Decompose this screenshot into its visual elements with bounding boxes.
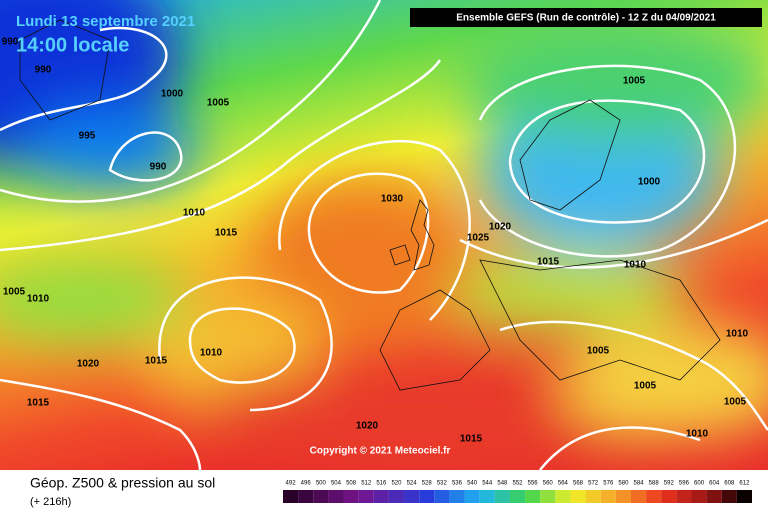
isobar-label: 1005 (724, 397, 747, 408)
scale-label: 584 (634, 481, 645, 487)
scale-label: 608 (724, 481, 735, 487)
isobar-label: 1015 (460, 434, 483, 445)
scale-swatch (509, 490, 526, 503)
scale-swatch (494, 490, 510, 503)
scale-label: 536 (452, 481, 463, 487)
run-info: Ensemble GEFS (Run de contrôle) - 12 Z d… (456, 13, 716, 24)
scale-label: 604 (709, 481, 720, 487)
scale-swatch (721, 490, 737, 503)
scale-swatch (691, 490, 707, 503)
isobar-label: 1015 (145, 356, 168, 367)
scale-swatch (298, 490, 314, 503)
scale-label: 504 (331, 481, 342, 487)
scale-swatch (570, 490, 586, 503)
isobar-label: 1005 (623, 76, 646, 87)
scale-swatch (706, 490, 722, 503)
scale-label: 568 (573, 481, 584, 487)
isobar-label: 1010 (27, 294, 50, 305)
scale-swatch (419, 490, 435, 503)
scale-swatch (525, 490, 541, 503)
scale-label: 588 (649, 481, 660, 487)
isobar-label: 1020 (356, 421, 379, 432)
isobar-label: 995 (79, 131, 96, 142)
scale-swatch (600, 490, 616, 503)
scale-swatch (540, 490, 556, 503)
scale-label: 516 (376, 481, 387, 487)
scale-label: 600 (694, 481, 705, 487)
scale-swatch (373, 490, 389, 503)
scale-label: 548 (497, 481, 508, 487)
scale-swatch (328, 490, 344, 503)
scale-label: 576 (603, 481, 614, 487)
scale-swatch (630, 490, 647, 503)
scale-swatch (479, 490, 495, 503)
scale-swatch (585, 490, 601, 503)
scale-label: 596 (679, 481, 690, 487)
isobar-label: 990 (35, 65, 52, 76)
scale-label: 532 (437, 481, 448, 487)
scale-label: 552 (512, 481, 523, 487)
isobar-label: 990 (150, 162, 167, 173)
isobar-label: 1000 (638, 177, 661, 188)
scale-swatch (388, 490, 405, 503)
isobar-label: 1010 (183, 208, 206, 219)
scale-label: 512 (361, 481, 372, 487)
isobar-label: 1030 (381, 194, 404, 205)
isobar-label: 1010 (624, 260, 647, 271)
isobar-label: 1015 (27, 398, 50, 409)
isobar-label: 1015 (537, 257, 560, 268)
copyright: Copyright © 2021 Meteociel.fr (310, 446, 451, 457)
scale-swatch (615, 490, 631, 503)
isobar-label: 1005 (634, 381, 657, 392)
scale-swatch (736, 490, 752, 503)
isobar-label: 1015 (215, 228, 238, 239)
scale-label: 528 (422, 481, 433, 487)
scale-label: 560 (543, 481, 554, 487)
scale-label: 520 (391, 481, 402, 487)
scale-swatch (449, 490, 465, 503)
scale-swatch (404, 490, 420, 503)
scale-label: 524 (407, 481, 418, 487)
isobar-label: 1005 (207, 98, 230, 109)
scale-swatch (646, 490, 662, 503)
map-date: Lundi 13 septembre 2021 (16, 13, 195, 30)
scale-swatch (661, 490, 677, 503)
isobar-label: 1020 (77, 359, 100, 370)
isobar-label: 1000 (161, 89, 184, 100)
isobar-label: 1025 (467, 233, 490, 244)
isobar-label: 1020 (489, 222, 512, 233)
isobar-label: 1010 (726, 329, 749, 340)
scale-swatch (343, 490, 359, 503)
scale-label: 564 (558, 481, 569, 487)
scale-swatch (313, 490, 329, 503)
scale-label: 612 (739, 481, 750, 487)
map-time: 14:00 locale (16, 34, 129, 56)
scale-swatch (434, 490, 450, 503)
run-box (410, 8, 762, 27)
scale-label: 556 (528, 481, 539, 487)
scale-swatch (283, 490, 299, 503)
scale-label: 540 (467, 481, 478, 487)
legend-title: Géop. Z500 & pression au sol (30, 475, 215, 491)
scale-swatch (464, 490, 480, 503)
scale-label: 508 (346, 481, 357, 487)
scale-label: 572 (588, 481, 599, 487)
scale-swatch (676, 490, 692, 503)
legend-lead: (+ 216h) (30, 496, 71, 508)
isobar-label: 1005 (587, 346, 610, 357)
scale-label: 496 (301, 481, 312, 487)
scale-label: 592 (664, 481, 675, 487)
isobar-label: 1010 (686, 429, 709, 440)
scale-swatch (358, 490, 374, 503)
scale-label: 492 (286, 481, 297, 487)
scale-label: 544 (482, 481, 493, 487)
map-background (0, 0, 768, 470)
scale-label: 500 (316, 481, 327, 487)
isobar-label: 990 (2, 37, 19, 48)
scale-label: 580 (618, 481, 629, 487)
isobar-label: 1010 (200, 348, 223, 359)
scale-swatch (555, 490, 571, 503)
isobar-label: 1005 (3, 287, 26, 298)
